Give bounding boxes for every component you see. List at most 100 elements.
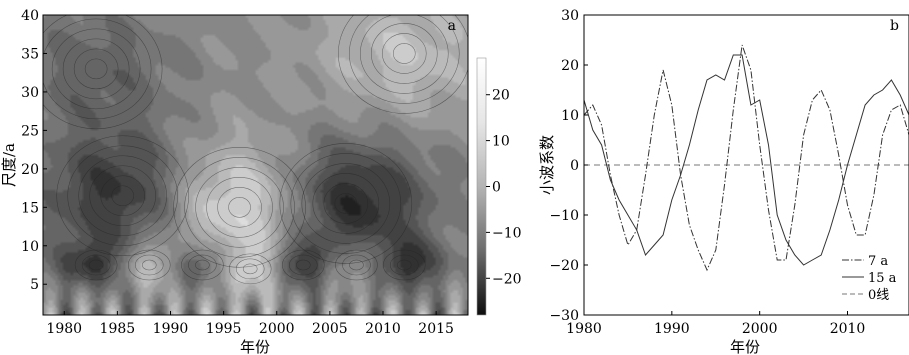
x-tick-label: 2015 xyxy=(418,321,454,337)
contour-ring xyxy=(206,177,273,238)
contour-ring xyxy=(337,15,468,114)
x-tick-label: 1985 xyxy=(100,321,136,337)
contour-ring xyxy=(89,165,156,227)
panel-a-frame xyxy=(42,14,469,316)
y-tick-label: 30 xyxy=(21,85,39,101)
series-7a-line xyxy=(583,44,909,272)
y-tick-label: 0 xyxy=(570,158,579,174)
contour-ring xyxy=(342,254,371,276)
contour-ring xyxy=(334,193,358,214)
contour-ring xyxy=(242,263,258,275)
x-tick-label: 2000 xyxy=(742,321,778,337)
contour-ring xyxy=(195,167,284,248)
contour-ring xyxy=(78,155,167,237)
contour-ring xyxy=(282,249,325,281)
contour-ring xyxy=(173,147,306,268)
contour-ring xyxy=(335,249,378,281)
colorbar: 20 10 0 −10 −20 xyxy=(476,57,522,316)
contour-ring xyxy=(389,254,419,276)
legend-label: 0线 xyxy=(868,288,889,303)
x-tick-label: 2005 xyxy=(312,321,348,337)
colorbar-tick-label: 10 xyxy=(492,134,510,150)
contour-ring xyxy=(111,185,134,207)
contour-ring xyxy=(88,259,104,271)
colorbar-tick-label: 20 xyxy=(492,88,510,104)
y-tick-label: 25 xyxy=(21,123,39,139)
x-tick-label: 1980 xyxy=(566,321,602,337)
contour-ring xyxy=(349,259,364,271)
contour-ring xyxy=(141,259,157,271)
y-tick-label: 10 xyxy=(21,239,39,255)
panel-a-y-title: 尺度/a xyxy=(0,143,18,187)
contour-ring xyxy=(370,23,438,84)
contour-ring xyxy=(228,253,272,285)
contour-ring xyxy=(74,249,118,281)
y-tick-label: 15 xyxy=(21,200,39,216)
contour-ring xyxy=(381,33,427,74)
contour-ring xyxy=(51,28,141,110)
y-tick-label: 35 xyxy=(21,46,39,62)
contour-ring xyxy=(100,175,145,217)
panel-b-x-title: 年份 xyxy=(730,338,760,355)
contour-ring xyxy=(184,157,295,258)
contour-ring xyxy=(290,153,402,254)
contour-ring xyxy=(289,254,318,276)
contour-ring xyxy=(188,254,217,276)
colorbar-tick-label: −20 xyxy=(492,271,522,287)
contour-ring xyxy=(348,15,460,104)
panel-a: 1980 1985 1990 1995 2000 2005 2010 2015 5 10 15 20… xyxy=(0,8,469,355)
x-tick-label: 1995 xyxy=(206,321,242,337)
y-tick-label: −10 xyxy=(549,208,579,224)
contour-ring xyxy=(228,197,251,218)
contour-ring xyxy=(43,15,163,130)
contour-ring xyxy=(217,187,262,228)
contour-ring xyxy=(382,249,426,281)
contour-ring xyxy=(84,58,108,80)
panel-b-y-ticks: 30 20 10 0 −10 −20 −30 xyxy=(549,8,588,324)
contour-ring xyxy=(323,183,369,224)
contour-ring xyxy=(43,18,152,120)
colorbar-scale xyxy=(476,57,487,316)
panel-b-letter: b xyxy=(890,18,899,34)
y-tick-label: 10 xyxy=(561,108,579,124)
y-tick-label: 5 xyxy=(30,277,39,293)
panel-b-x-ticks: 1980 1990 2000 2010 xyxy=(566,311,865,337)
x-tick-label: 2000 xyxy=(259,321,295,337)
contour-ring xyxy=(359,15,449,94)
colorbar-tick-label: −10 xyxy=(492,225,522,241)
x-tick-label: 2010 xyxy=(365,321,401,337)
contour-ring xyxy=(392,43,416,64)
contour-ring xyxy=(195,259,210,271)
contour-ring xyxy=(56,135,189,257)
legend: 7 a 15 a 0线 xyxy=(842,254,897,303)
y-tick-label: 20 xyxy=(21,162,39,178)
contour-ring xyxy=(134,254,164,276)
contour-ring xyxy=(181,249,224,281)
contour-ring xyxy=(73,48,119,90)
contour-ring xyxy=(312,173,380,234)
contour-ring xyxy=(127,249,171,281)
colorbar-ticks: 20 10 0 −10 −20 xyxy=(486,88,522,287)
y-tick-label: −20 xyxy=(549,258,579,274)
series-15a-line xyxy=(583,54,909,266)
panel-a-x-title: 年份 xyxy=(240,338,270,355)
legend-label: 7 a xyxy=(868,254,888,269)
contour-ring xyxy=(396,259,412,271)
y-tick-label: 20 xyxy=(561,58,579,74)
contour-ring xyxy=(296,259,311,271)
contour-ring xyxy=(301,163,391,244)
x-tick-label: 1990 xyxy=(153,321,189,337)
contour-ring xyxy=(81,254,111,276)
panel-a-letter: a xyxy=(448,18,456,34)
panel-a-y-ticks: 5 10 15 20 25 30 35 40 xyxy=(21,8,47,293)
y-tick-label: 40 xyxy=(21,8,39,24)
wavelet-contours xyxy=(43,15,468,285)
panel-a-x-ticks: 1980 1985 1990 1995 2000 2005 2010 2015 xyxy=(46,311,454,337)
y-tick-label: −30 xyxy=(549,308,579,324)
x-tick-label: 1990 xyxy=(654,321,690,337)
legend-label: 15 a xyxy=(868,271,897,286)
colorbar-tick-label: 0 xyxy=(492,180,501,196)
panel-b-y-title: 小波系数 xyxy=(538,135,556,195)
